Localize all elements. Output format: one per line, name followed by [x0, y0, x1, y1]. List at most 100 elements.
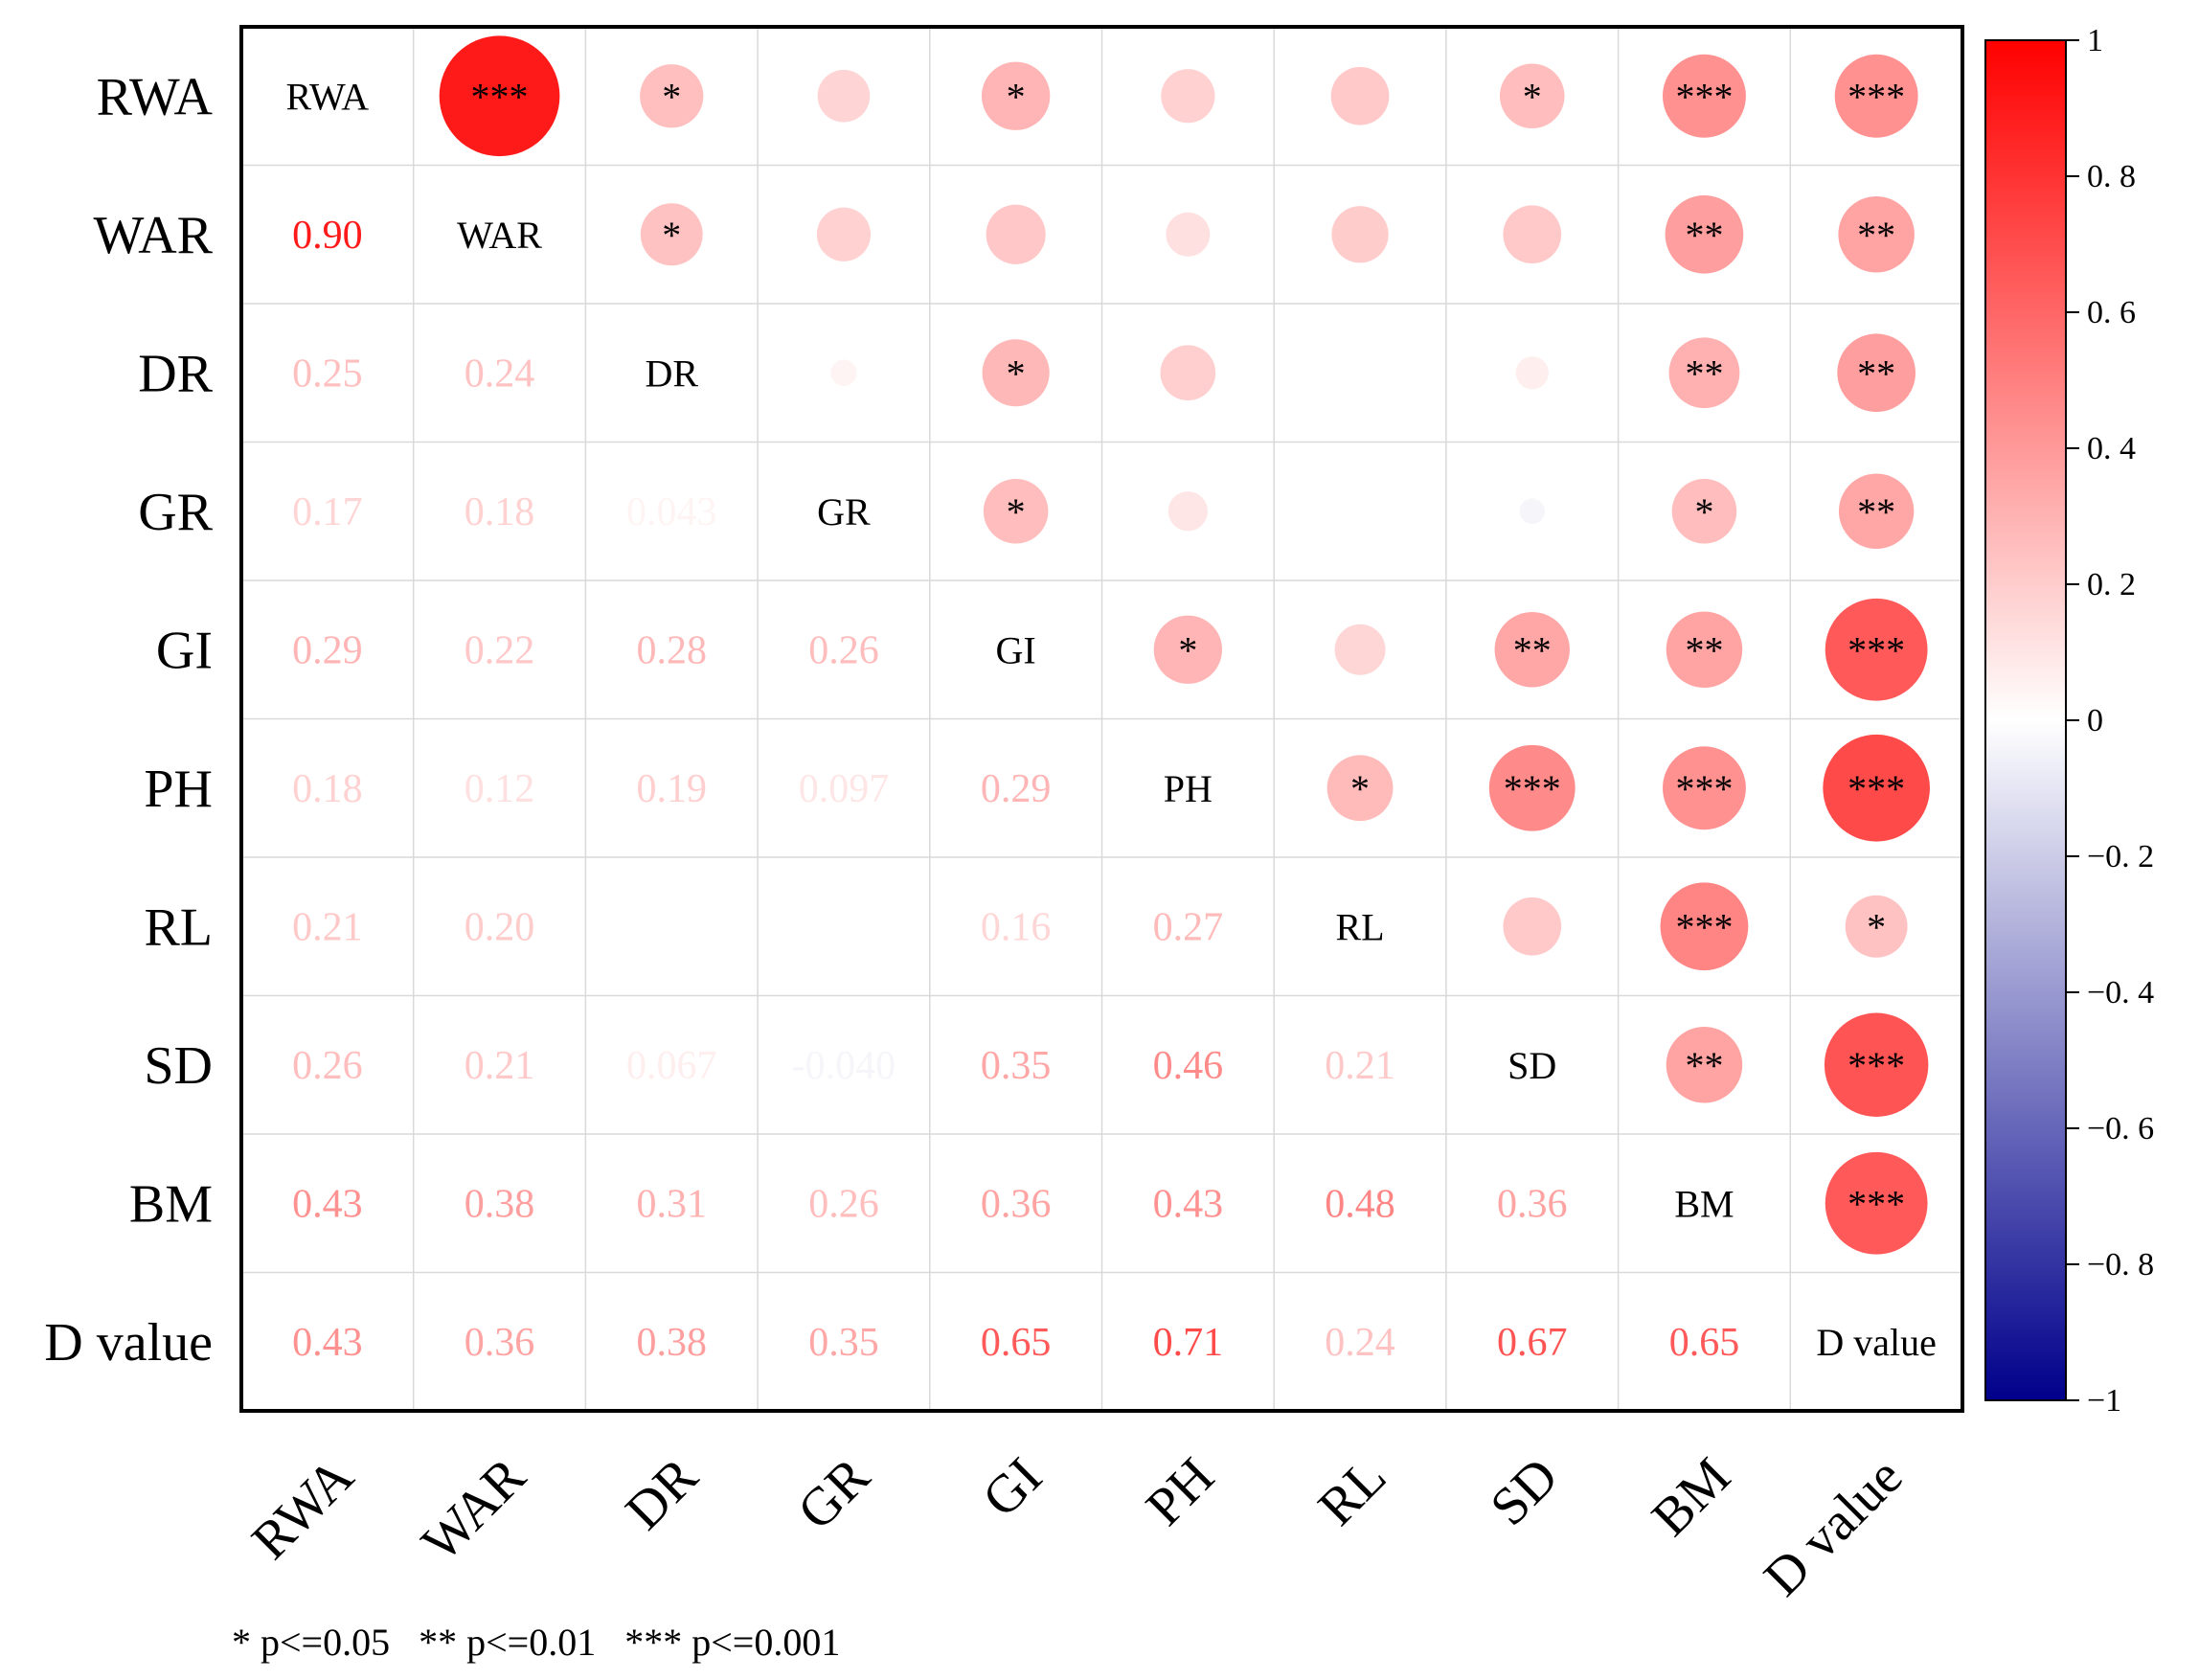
correlation-value: 0.16	[981, 905, 1052, 949]
colorbar-tick-label: 0	[2087, 703, 2103, 738]
correlation-value: 0.21	[465, 1044, 535, 1088]
significance-marker: *	[1007, 75, 1026, 118]
column-label: GR	[786, 1446, 881, 1541]
correlation-value: 0.36	[465, 1321, 535, 1365]
significance-marker: ***	[1848, 628, 1905, 671]
significance-marker: *	[1523, 75, 1542, 118]
significance-marker: *	[1350, 767, 1370, 810]
significance-marker: ***	[1504, 767, 1561, 810]
correlation-circle	[816, 207, 872, 261]
diagonal-label: GI	[996, 628, 1036, 671]
row-label: BM	[129, 1174, 213, 1234]
correlation-circle	[1660, 882, 1749, 971]
correlation-value: 0.90	[292, 214, 363, 258]
column-label: DR	[615, 1446, 710, 1541]
significance-marker: **	[1685, 1044, 1723, 1087]
correlation-value: 0.38	[637, 1321, 708, 1365]
correlation-circle	[1825, 1151, 1928, 1255]
correlation-circle	[439, 35, 560, 157]
correlation-circle	[640, 64, 704, 128]
correlation-circle	[986, 204, 1046, 264]
correlation-circle	[1845, 895, 1908, 958]
significance-marker: ***	[1675, 767, 1733, 810]
column-label: SD	[1479, 1446, 1569, 1536]
colorbar-tick-label: −0. 6	[2087, 1111, 2154, 1146]
correlation-value: 0.043	[626, 490, 717, 534]
diagonal-label: BM	[1674, 1182, 1734, 1225]
correlation-value: 0.19	[637, 767, 708, 811]
correlation-circle	[1515, 356, 1549, 390]
significance-marker: **	[1685, 352, 1723, 395]
row-label: PH	[144, 760, 213, 819]
row-label: RWA	[97, 67, 214, 126]
correlation-circle	[1519, 498, 1545, 524]
significance-marker: ***	[1848, 75, 1905, 118]
correlation-value: -0.040	[792, 1044, 896, 1088]
significance-marker: *	[1007, 352, 1026, 395]
correlation-circle	[830, 359, 857, 386]
grid-lines	[241, 27, 1962, 1411]
correlation-value: 0.29	[981, 767, 1052, 811]
correlation-value: 0.18	[292, 767, 363, 811]
significance-marker: *	[1007, 490, 1026, 534]
correlation-value: 0.21	[292, 905, 363, 949]
significance-marker: ***	[471, 75, 529, 118]
column-label: GI	[971, 1446, 1054, 1529]
correlation-circle	[817, 69, 871, 123]
column-label: RWA	[240, 1446, 365, 1571]
colorbar-ticks: 1 0. 8 0. 6 0. 4 0. 2 0 −0. 2 −0. 4 −0. 6 −0. 8 −1	[2066, 23, 2154, 1419]
significance-marker: **	[1513, 628, 1552, 671]
column-label: WAR	[411, 1446, 537, 1573]
colorbar-tick-label: −0. 4	[2087, 975, 2154, 1010]
correlation-circle	[1663, 746, 1746, 830]
matrix-cells: RWA *** * * * *** ***0.90 WAR * ** **0.25 0.24 DR * **…	[286, 35, 1937, 1365]
correlation-value: 0.65	[981, 1321, 1052, 1365]
correlation-circle	[1488, 744, 1576, 831]
correlation-value: 0.35	[981, 1044, 1052, 1088]
correlation-value: 0.38	[465, 1182, 535, 1226]
correlation-circle	[1668, 337, 1740, 409]
column-label: RL	[1307, 1446, 1397, 1536]
correlation-value: 0.26	[808, 1182, 879, 1226]
significance-marker: ***	[1848, 767, 1905, 810]
correlation-circle	[981, 61, 1051, 130]
correlation-value: 0.67	[1497, 1321, 1568, 1365]
correlation-value: 0.26	[292, 1044, 363, 1088]
correlation-circle	[983, 478, 1049, 544]
column-labels: RWA WAR DR GR GI PH RL SD BM D value	[240, 1446, 1914, 1608]
correlation-circle	[1666, 611, 1743, 688]
diagonal-label: DR	[645, 352, 698, 395]
correlation-value: 0.29	[292, 628, 363, 672]
correlation-value: 0.24	[465, 352, 535, 396]
correlation-circle	[1161, 69, 1215, 124]
correlation-value: 0.22	[465, 628, 535, 672]
correlation-circle	[1334, 624, 1386, 675]
correlation-circle	[1825, 598, 1928, 701]
significance-marker: *	[662, 75, 681, 118]
correlation-circle	[1837, 333, 1916, 413]
row-label: SD	[144, 1036, 213, 1096]
significance-marker: ***	[1675, 75, 1733, 118]
diagonal-label: GR	[817, 490, 871, 534]
correlation-value: 0.25	[292, 352, 363, 396]
column-label: PH	[1135, 1446, 1225, 1536]
correlation-circle	[1665, 194, 1744, 274]
correlation-circle	[1160, 345, 1216, 401]
correlation-value: 0.26	[808, 628, 879, 672]
correlation-value: 0.43	[292, 1182, 363, 1226]
correlation-value: 0.24	[1325, 1321, 1395, 1365]
row-label: D value	[44, 1313, 213, 1373]
correlation-circle	[1494, 612, 1570, 688]
colorbar-tick-label: −1	[2087, 1383, 2121, 1419]
correlation-value: 0.36	[981, 1182, 1052, 1226]
row-label: DR	[138, 344, 213, 403]
row-label: RL	[144, 897, 213, 957]
diagonal-label: PH	[1164, 767, 1213, 810]
row-label: GI	[156, 621, 213, 680]
significance-marker: ***	[1848, 1044, 1905, 1087]
significance-marker: *	[1694, 490, 1713, 534]
correlation-value: 0.43	[1153, 1182, 1224, 1226]
correlation-circle	[1503, 205, 1562, 264]
correlation-circle	[1823, 734, 1930, 842]
